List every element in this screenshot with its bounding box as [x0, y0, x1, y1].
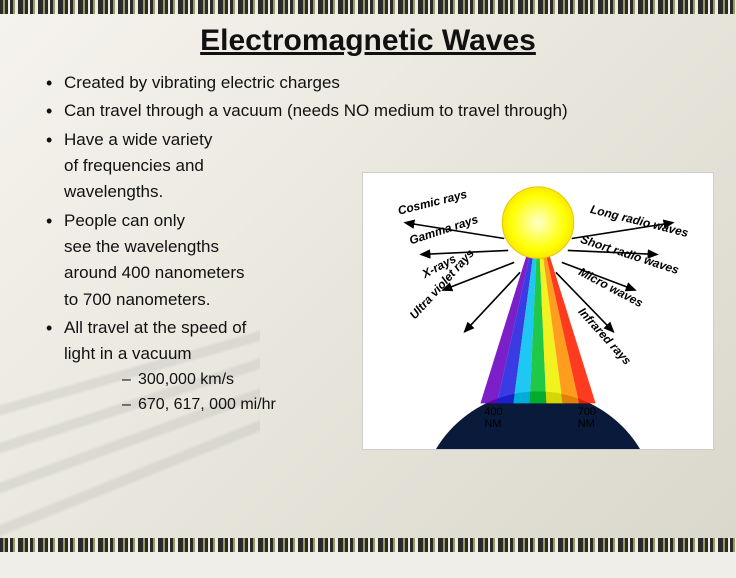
sub-bullet-item: 300,000 km/s	[122, 368, 712, 393]
bullet-text: wavelengths.	[64, 182, 163, 201]
bullet-text: of frequencies and	[64, 156, 204, 175]
sub-bullet-text: 670, 617, 000 mi/hr	[138, 396, 276, 413]
bullet-text: Have a wide variety	[64, 130, 212, 149]
bullet-list: Created by vibrating electric charges Ca…	[24, 70, 712, 417]
bullet-text: see the wavelengths	[64, 237, 219, 256]
slide-body: Electromagnetic Waves Created by vibrati…	[0, 14, 736, 538]
bullet-text: People can only	[64, 211, 185, 230]
bullet-item: Can travel through a vacuum (needs NO me…	[46, 98, 712, 124]
sub-bullet-list: 300,000 km/s 670, 617, 000 mi/hr	[64, 368, 712, 418]
bullet-text: to 700 nanometers.	[64, 290, 210, 309]
slide-title: Electromagnetic Waves	[24, 24, 712, 58]
bullet-item: People can only see the wavelengths arou…	[46, 208, 712, 313]
bullet-item: Created by vibrating electric charges	[46, 70, 712, 96]
svg-text:NM: NM	[578, 418, 595, 430]
bullet-text: Created by vibrating electric charges	[64, 73, 340, 92]
sub-bullet-text: 300,000 km/s	[138, 371, 234, 388]
slide-content: Created by vibrating electric charges Ca…	[24, 70, 712, 417]
bullet-text: Can travel through a vacuum (needs NO me…	[64, 101, 568, 120]
bullet-text: light in a vacuum	[64, 344, 192, 363]
bullet-item: Have a wide variety of frequencies and w…	[46, 127, 712, 206]
sub-bullet-item: 670, 617, 000 mi/hr	[122, 393, 712, 418]
decorative-border-bottom	[0, 538, 736, 552]
bullet-text: All travel at the speed of	[64, 318, 246, 337]
bullet-item: All travel at the speed of light in a va…	[46, 315, 712, 417]
svg-text:NM: NM	[484, 418, 501, 430]
decorative-border-top	[0, 0, 736, 14]
bullet-text: around 400 nanometers	[64, 263, 245, 282]
